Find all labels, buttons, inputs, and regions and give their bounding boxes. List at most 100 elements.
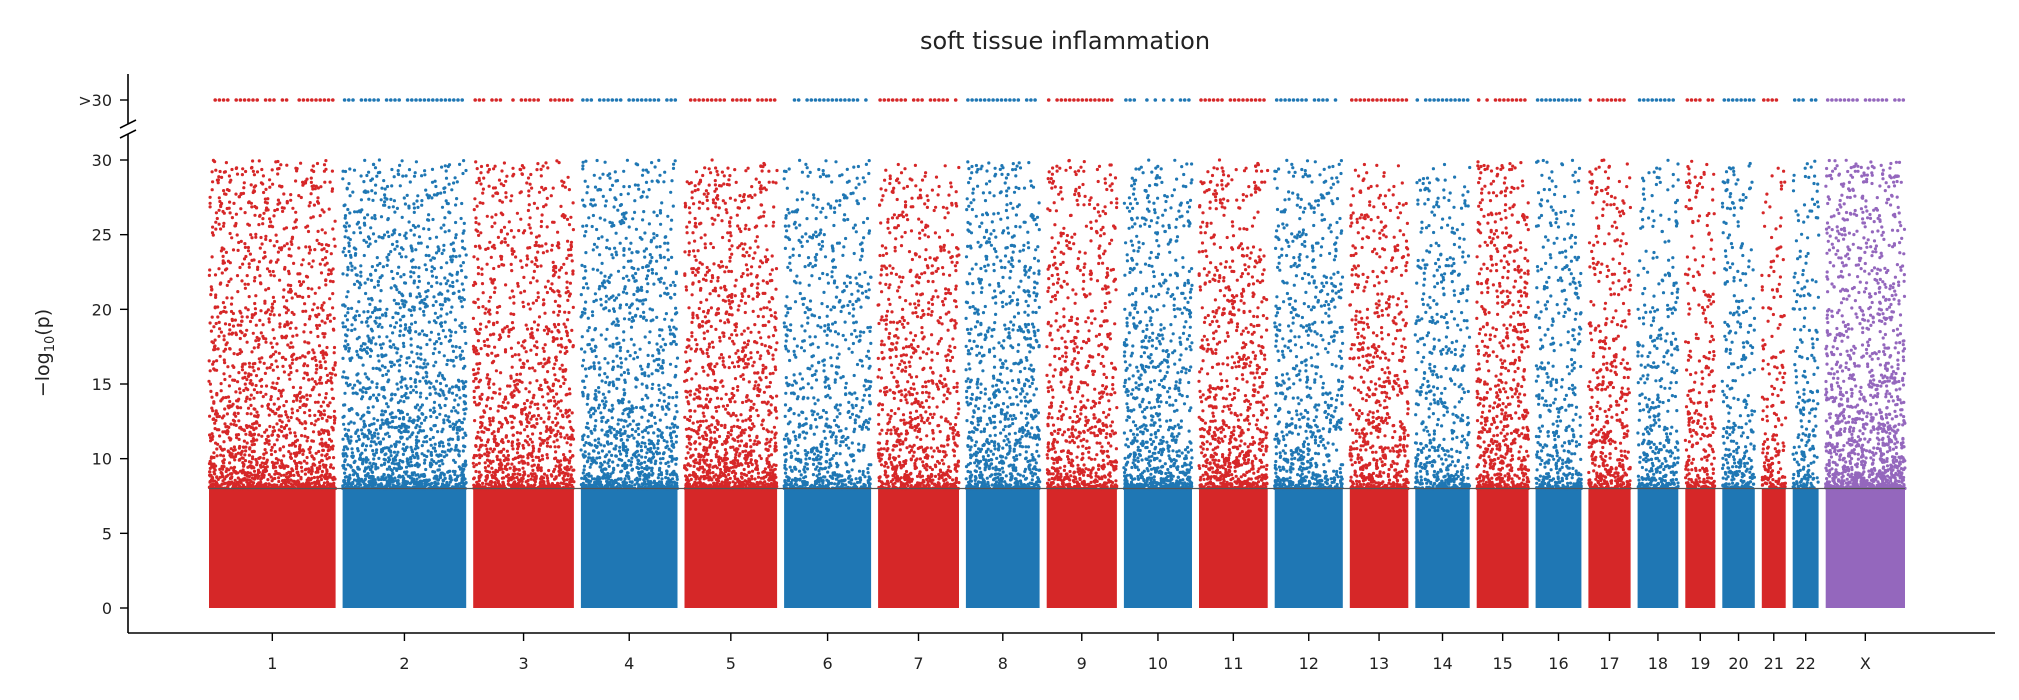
chromosome-12-dense-band [1274,488,1343,608]
y-tick-label: 0 [102,599,112,618]
chromosome-18-points [1636,98,1680,608]
chromosome-21-points [1760,98,1788,608]
chromosome-8-dense-band [965,488,1040,608]
x-tick-chr-16: 16 [1548,633,1569,673]
x-tick-label: 15 [1492,654,1512,673]
x-tick-chr-2: 2 [399,633,410,673]
chromosome-X-points [1824,98,1907,608]
chromosome-2-points [341,98,468,608]
x-tick-chr-14: 14 [1432,633,1453,673]
x-tick-label: 1 [267,654,277,673]
x-tick-chr-10: 10 [1148,633,1168,673]
chromosome-17-dense-band [1588,488,1631,608]
chromosome-19-points [1683,98,1717,608]
chromosome-7-points [876,98,961,608]
chromosome-10-points [1122,98,1194,608]
chromosome-15-points [1475,98,1531,608]
chromosome-13-dense-band [1349,488,1409,608]
x-tick-label: 12 [1299,654,1319,673]
y-tick-15: 15 [92,375,128,394]
chromosome-5-dense-band [684,488,778,608]
y-axis-label-main: −log [32,352,54,397]
chromosome-4-points [579,98,680,608]
x-tick-label: 3 [518,654,528,673]
data-points [207,98,1907,608]
y-tick-overflow: >30 [78,91,128,110]
chromosome-21-dense-band [1761,488,1786,608]
x-tick-label: 21 [1764,654,1784,673]
y-tick-0: 0 [102,599,128,618]
chromosome-4-dense-band [580,488,678,608]
x-tick-chr-1: 1 [267,633,277,673]
chromosome-3-dense-band [473,488,574,608]
y-axis-label-subscript: 10 [43,336,58,353]
chromosome-1-dense-band [209,488,336,608]
x-tick-chr-5: 5 [726,633,736,673]
x-tick-chr-13: 13 [1369,633,1389,673]
chromosome-2-dense-band [342,488,467,608]
x-tick-chr-21: 21 [1764,633,1784,673]
y-tick-30: 30 [92,151,128,170]
x-tick-label: 11 [1223,654,1243,673]
y-tick-label: 5 [102,524,112,543]
chromosome-3-points [471,98,576,608]
chromosome-6-dense-band [784,488,872,608]
chromosome-16-dense-band [1535,488,1582,608]
x-tick-chr-7: 7 [913,633,924,673]
x-tick-chr-17: 17 [1599,633,1620,673]
x-tick-label: 8 [998,654,1008,673]
x-tick-chr-4: 4 [624,633,634,673]
chromosome-9-points [1045,98,1119,608]
x-tick-chr-3: 3 [518,633,529,673]
x-tick-chr-15: 15 [1492,633,1513,673]
x-tick-chr-6: 6 [822,633,833,673]
chromosome-15-dense-band [1476,488,1529,608]
x-tick-label: 5 [726,654,736,673]
x-tick-label: 22 [1796,654,1816,673]
x-tick-label: 18 [1648,654,1668,673]
y-tick-label: 20 [92,300,112,319]
y-axis-label: −log10(p) [32,309,58,397]
chromosome-22-dense-band [1792,488,1819,608]
y-axis-break-mark [119,119,137,129]
x-tick-label: 4 [624,654,634,673]
x-tick-label: X [1860,654,1871,673]
y-tick-20: 20 [92,300,128,319]
x-tick-chr-12: 12 [1299,633,1319,673]
chromosome-22-points [1791,98,1821,608]
y-tick-label: 15 [92,375,112,394]
y-tick-label: 10 [92,450,112,469]
chromosome-11-dense-band [1199,488,1268,608]
y-tick-overflow-label: >30 [78,91,112,110]
y-tick-5: 5 [102,524,128,543]
x-tick-label: 16 [1548,654,1568,673]
chromosome-16-points [1534,98,1583,608]
x-tick-chr-18: 18 [1648,633,1668,673]
chromosome-20-dense-band [1722,488,1755,608]
chromosome-20-points [1720,98,1757,608]
chromosome-17-points [1587,98,1633,608]
x-tick-label: 6 [822,654,832,673]
chromosome-12-points [1273,98,1345,608]
y-axis-ticks: 0 5 10 15 20 25 30 >30 [78,91,128,618]
x-tick-label: 7 [913,654,923,673]
chromosome-19-dense-band [1685,488,1716,608]
x-tick-chr-20: 20 [1728,633,1749,673]
chromosome-14-points [1413,98,1472,608]
x-tick-chr-9: 9 [1077,633,1087,673]
chromosome-7-dense-band [878,488,959,608]
y-tick-10: 10 [92,450,128,469]
x-tick-chr-22: 22 [1796,633,1816,673]
x-axis-ticks: 1 2 3 4 5 6 7 8 9 10 11 12 13 14 15 16 17 18 19 20 21 22 X [267,633,1871,673]
chromosome-11-points [1197,98,1270,608]
x-tick-label: 10 [1148,654,1168,673]
x-tick-chr-11: 11 [1223,633,1244,673]
y-tick-label: 30 [92,151,112,170]
x-tick-chr-8: 8 [998,633,1008,673]
x-tick-chr-X: X [1860,633,1871,673]
chart-title: soft tissue inflammation [920,27,1210,55]
x-tick-label: 13 [1369,654,1389,673]
y-tick-25: 25 [92,226,128,245]
x-tick-label: 19 [1690,654,1710,673]
